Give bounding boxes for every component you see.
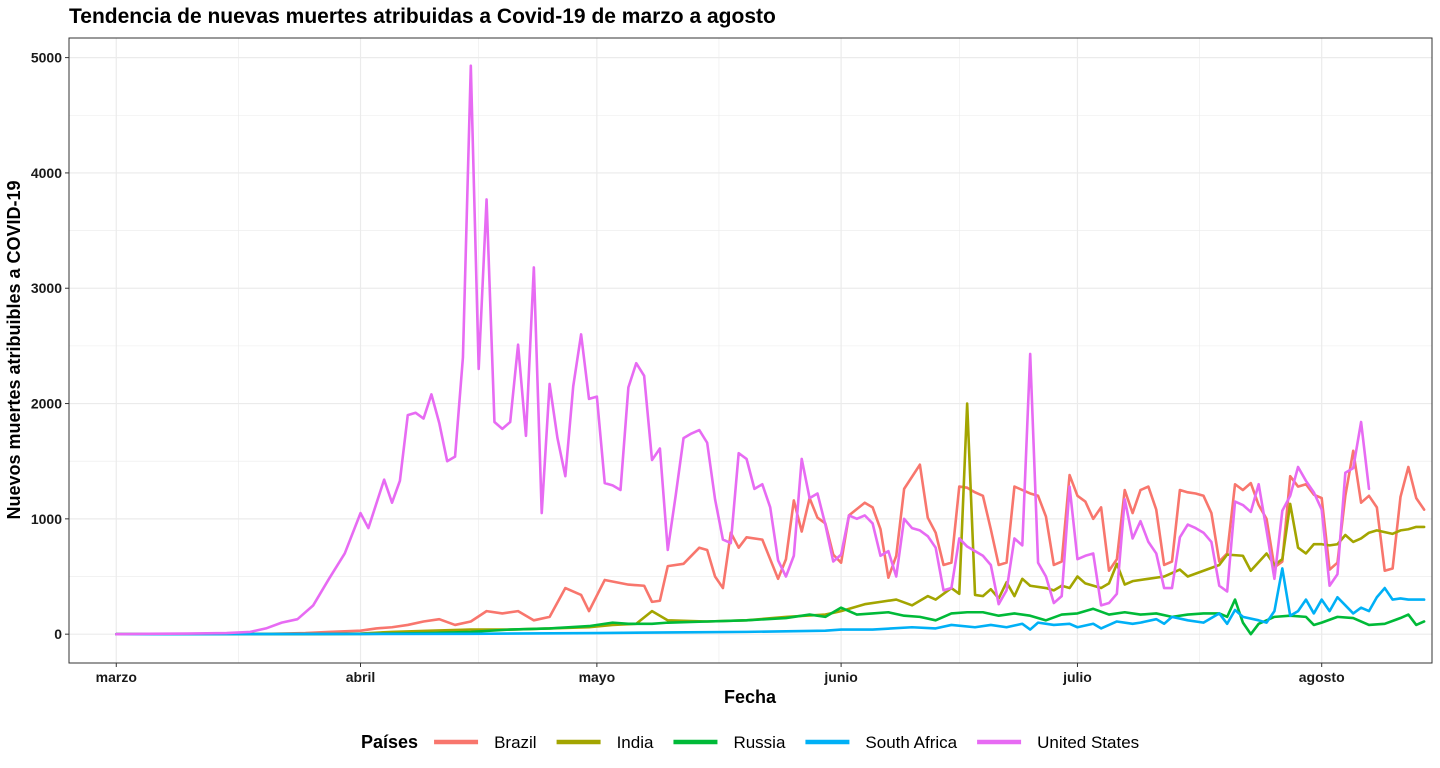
y-tick-label: 5000 (31, 50, 62, 66)
y-tick-label: 4000 (31, 165, 62, 181)
panel-border (68, 37, 1433, 664)
series-line-russia (114, 598, 1426, 636)
y-axis: 0 1000 2000 3000 4000 5000 (31, 50, 69, 642)
x-axis: marzo abril mayo junio julio agosto (96, 663, 1345, 685)
y-axis-title: Nuevos muertes atribuibles a COVID-19 (4, 180, 24, 519)
x-tick-label: marzo (96, 669, 137, 685)
legend: Países Brazil India Russia South Africa Unit… (361, 732, 1139, 752)
x-axis-title: Fecha (724, 687, 777, 707)
legend-label-brazil: Brazil (494, 733, 537, 752)
legend-label-india: India (617, 733, 654, 752)
legend-label-united-states: United States (1037, 733, 1139, 752)
y-tick-label: 3000 (31, 280, 62, 296)
x-tick-label: mayo (579, 669, 616, 685)
chart-title: Tendencia de nuevas muertes atribuidas a… (69, 5, 776, 28)
legend-label-russia: Russia (733, 733, 786, 752)
legend-label-south-africa: South Africa (865, 733, 957, 752)
series-line-united-states (114, 64, 1371, 636)
y-tick-label: 2000 (31, 396, 62, 412)
series-lines (114, 64, 1426, 636)
series-line-south-africa (114, 567, 1426, 636)
y-tick-label: 0 (54, 626, 62, 642)
x-tick-label: agosto (1299, 669, 1345, 685)
x-tick-label: julio (1062, 669, 1092, 685)
y-tick-label: 1000 (31, 511, 62, 527)
x-tick-label: junio (823, 669, 857, 685)
x-tick-label: abril (346, 669, 376, 685)
legend-title: Países (361, 732, 418, 752)
